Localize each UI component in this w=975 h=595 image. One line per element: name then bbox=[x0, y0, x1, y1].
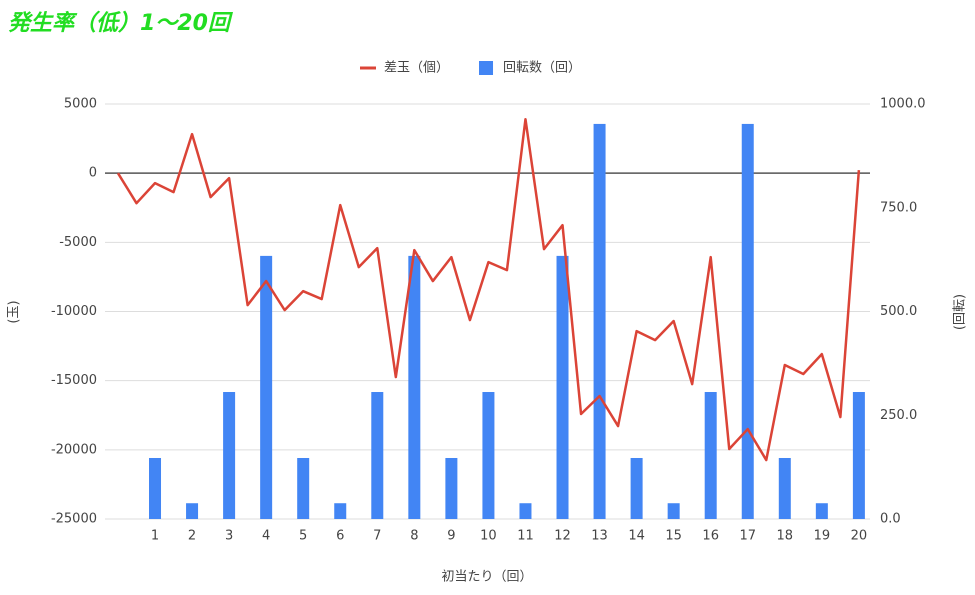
y2-tick-label: 750.0 bbox=[880, 200, 917, 215]
x-tick-label: 2 bbox=[188, 529, 196, 544]
bar bbox=[445, 457, 458, 519]
bar bbox=[297, 457, 310, 519]
y2-axis-title: (回転) bbox=[953, 294, 968, 330]
y-tick-label: 5000 bbox=[64, 97, 97, 112]
x-tick-label: 11 bbox=[517, 529, 534, 544]
y-tick-label: -10000 bbox=[51, 304, 97, 319]
bar bbox=[223, 392, 236, 519]
y-tick-label: -25000 bbox=[51, 512, 97, 527]
x-tick-label: 20 bbox=[851, 529, 868, 544]
line bbox=[116, 117, 861, 462]
bar bbox=[519, 503, 532, 519]
bar bbox=[482, 392, 495, 519]
y-tick-label: 0 bbox=[89, 166, 97, 181]
x-tick-label: 19 bbox=[814, 529, 831, 544]
x-tick-label: 17 bbox=[739, 529, 756, 544]
x-tick-label: 15 bbox=[665, 529, 682, 544]
bar bbox=[371, 392, 384, 519]
y2-tick-label: 1000.0 bbox=[880, 97, 926, 112]
chart-title: 発生率（低）1〜20回 bbox=[8, 10, 234, 36]
y-tick-label: -15000 bbox=[51, 373, 97, 388]
x-tick-label: 13 bbox=[591, 529, 608, 544]
x-tick-label: 7 bbox=[373, 529, 381, 544]
x-tick-label: 6 bbox=[336, 529, 344, 544]
y-tick-label: -20000 bbox=[51, 442, 97, 457]
x-tick-label: 1 bbox=[151, 529, 159, 544]
bar bbox=[149, 457, 162, 519]
x-tick-label: 16 bbox=[702, 529, 719, 544]
bar bbox=[778, 457, 791, 519]
bar bbox=[852, 392, 865, 519]
bar bbox=[630, 457, 643, 519]
bar bbox=[667, 503, 680, 519]
y2-tick-label: 0.0 bbox=[880, 512, 901, 527]
bar bbox=[593, 123, 606, 520]
bar bbox=[741, 123, 754, 520]
x-tick-label: 14 bbox=[628, 529, 645, 544]
legend-label: 回転数（回） bbox=[503, 61, 581, 76]
x-tick-label: 18 bbox=[777, 529, 794, 544]
bar bbox=[556, 255, 569, 519]
x-tick-label: 10 bbox=[480, 529, 497, 544]
bar bbox=[704, 392, 717, 519]
x-tick-label: 3 bbox=[225, 529, 233, 544]
legend-swatch bbox=[479, 61, 494, 75]
y-axis-title: (玉) bbox=[7, 300, 22, 323]
bar bbox=[408, 255, 421, 519]
legend-label: 差玉（個） bbox=[384, 61, 449, 76]
bar bbox=[186, 503, 199, 519]
x-tick-label: 4 bbox=[262, 529, 270, 544]
y2-tick-label: 250.0 bbox=[880, 408, 917, 423]
bar bbox=[334, 503, 347, 519]
x-tick-label: 9 bbox=[447, 529, 455, 544]
y-tick-label: -5000 bbox=[59, 235, 97, 250]
x-axis-title: 初当たり（回） bbox=[441, 570, 532, 585]
x-tick-label: 5 bbox=[299, 529, 307, 544]
x-tick-label: 12 bbox=[554, 529, 571, 544]
bar bbox=[815, 503, 828, 519]
x-tick-label: 8 bbox=[410, 529, 418, 544]
bar bbox=[260, 255, 273, 519]
y2-tick-label: 500.0 bbox=[880, 304, 917, 319]
